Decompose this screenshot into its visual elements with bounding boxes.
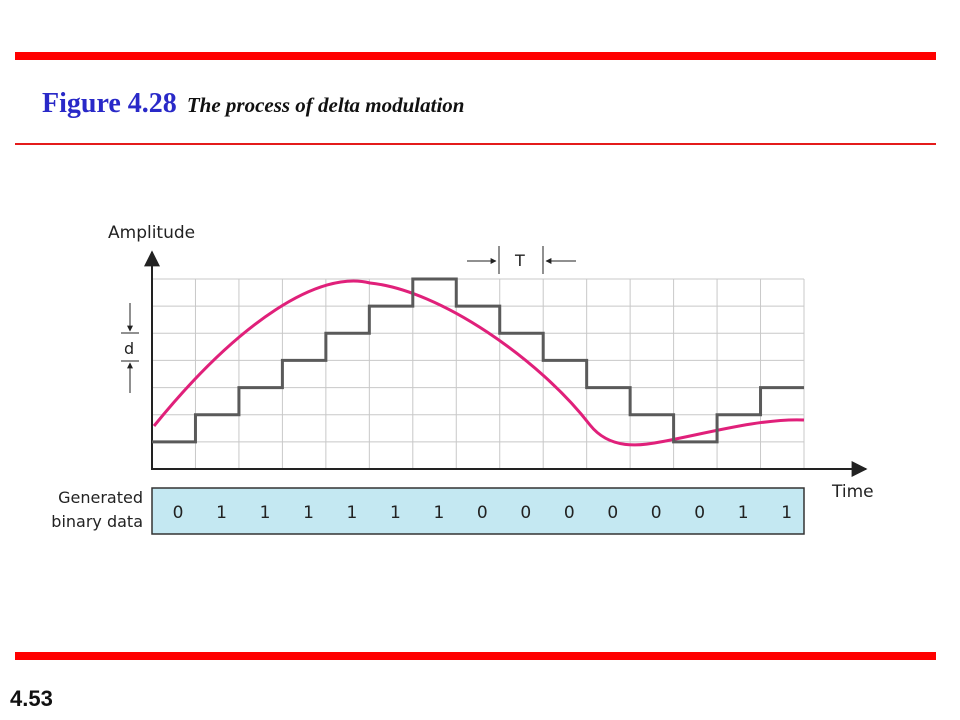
period-annotation: T [467, 246, 576, 274]
period-label: T [514, 251, 525, 270]
binary-bit: 1 [390, 503, 401, 523]
title-divider [15, 143, 936, 145]
data-label-line1: Generated [58, 488, 143, 507]
binary-bit: 1 [303, 503, 314, 523]
binary-bit: 1 [260, 503, 271, 523]
analog-signal-curve [152, 279, 805, 447]
binary-bit: 0 [651, 503, 662, 523]
step-label: d [124, 339, 134, 358]
slide-title: Figure 4.28 The process of delta modulati… [42, 88, 464, 120]
binary-bit: 1 [347, 503, 358, 523]
data-label-line2: binary data [51, 512, 143, 531]
binary-bit: 1 [216, 503, 227, 523]
binary-bit: 0 [607, 503, 618, 523]
x-axis-label: Time [831, 482, 874, 502]
figure-label: Figure 4.28 [42, 88, 177, 119]
top-accent-bar [15, 52, 936, 60]
binary-bit: 0 [173, 503, 184, 523]
figure-caption: The process of delta modulation [186, 93, 465, 117]
binary-bits: 0 1 1 1 1 1 1 0 0 0 0 0 0 1 1 [173, 503, 792, 523]
binary-bit: 1 [781, 503, 792, 523]
step-size-annotation: d [121, 303, 139, 393]
page-number: 4.53 [10, 686, 53, 711]
binary-bit: 1 [738, 503, 749, 523]
binary-bit: 0 [564, 503, 575, 523]
binary-bit: 1 [433, 503, 444, 523]
binary-data-box [151, 487, 805, 535]
binary-bit: 0 [520, 503, 531, 523]
binary-bit: 0 [694, 503, 705, 523]
binary-bit: 0 [477, 503, 488, 523]
staircase-approximation [152, 277, 804, 444]
y-axis-label: Amplitude [108, 223, 195, 243]
bottom-accent-bar [15, 652, 936, 660]
